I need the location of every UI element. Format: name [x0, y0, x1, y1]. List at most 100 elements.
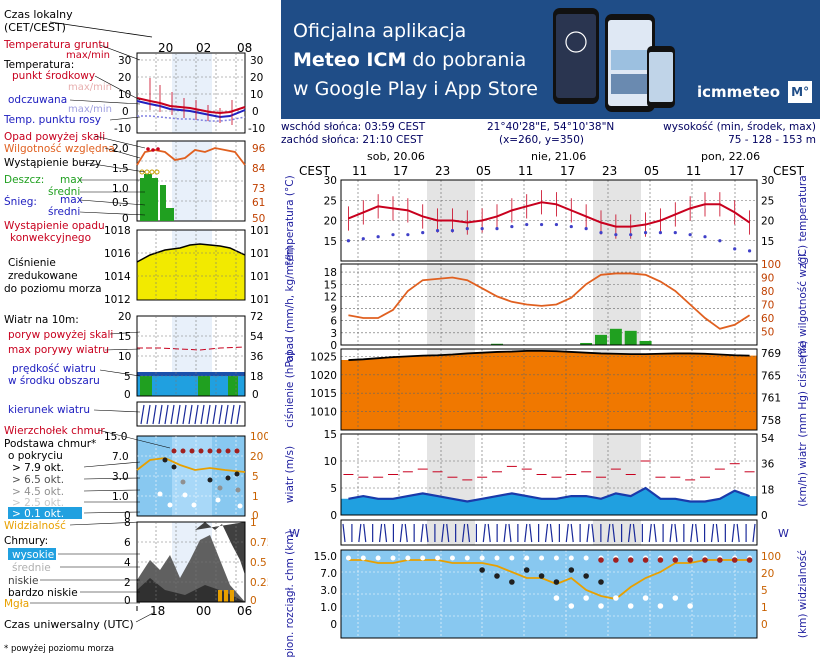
y-tick: 1010: [310, 407, 337, 419]
y-tick: 15.0: [314, 551, 337, 563]
cloud-dot-dark: [494, 573, 500, 579]
hour-label: 23: [435, 164, 450, 178]
cloud-dot-red: [746, 557, 753, 563]
press-tick-2: 1016: [104, 248, 131, 260]
legend-snow: Śnieg:: [4, 195, 37, 208]
precip-bar: [624, 330, 637, 345]
cloud-dot-white: [627, 603, 634, 609]
legend-snow-max: max: [60, 194, 83, 206]
y-tick: 1015: [310, 388, 337, 400]
legend-max-gust: max porywy wiatru: [8, 344, 109, 356]
dew-point: [584, 227, 588, 231]
legend-snow-mid: średni: [48, 206, 80, 218]
hour-label: 17: [393, 164, 408, 178]
elevation-label: wysokość (min, środek, max): [663, 121, 816, 133]
legend-rain: Deszcz:: [4, 174, 44, 186]
precip-bar: [609, 328, 622, 345]
y2-tick: 54: [761, 433, 775, 445]
wind-arrow: [508, 523, 512, 543]
cloud-dot-top: [509, 555, 515, 561]
wind-rtick-3: 36: [250, 351, 264, 363]
pressure-area: [341, 350, 757, 430]
wind-arrow: [363, 523, 367, 543]
y-tick: 80: [761, 286, 774, 298]
app-banner[interactable]: Oficjalna aplikacja Meteo ICM do pobrani…: [281, 0, 820, 119]
cloud-dot-dark: [479, 567, 485, 573]
legend-felt: odczuwana: [8, 94, 67, 106]
wind-arrow: [653, 523, 657, 543]
y2-tick: 1: [761, 602, 768, 614]
wind-arrow: [425, 523, 429, 543]
cloud-dot-top: [524, 555, 530, 561]
cl-rtick-3: 0.5: [250, 557, 267, 569]
wind-arrow: [358, 523, 362, 543]
tz-label-left: CEST: [299, 164, 331, 178]
wind-arrow: [752, 523, 756, 543]
cloud-dot-top: [420, 555, 426, 561]
dew-point: [643, 231, 648, 235]
cloud-dot-white: [613, 595, 619, 601]
dew-point: [688, 233, 692, 237]
visibility-line: [348, 559, 750, 600]
legend-cloud-top: Wierzchołek chmur: [4, 425, 105, 437]
legend-speed-2: w środku obszaru: [8, 375, 100, 387]
dew-point: [450, 229, 455, 233]
y-tick: 15: [761, 236, 774, 248]
axis-label: wiatr (m/s): [284, 446, 296, 503]
dew-point: [406, 233, 410, 237]
legend-occurrence-1: Wystąpienie opadu: [4, 220, 105, 232]
legend-cloud-base-panel: 15.0 7.0 3.0 1.0 0 100 20 5 1 0 Wierzcho…: [4, 425, 268, 532]
panel-border: [340, 179, 758, 262]
wind-arrow: [627, 523, 632, 543]
y2-tick: 758: [761, 415, 781, 427]
dew-point: [421, 231, 425, 235]
local-hour-2: 02: [196, 41, 211, 55]
y-tick: 0: [330, 510, 337, 522]
legend-gt45: > 4.5 okt.: [12, 486, 64, 498]
cloud-dot-top: [494, 555, 500, 561]
press-rtick-1: 1018: [250, 225, 268, 237]
wind-arrow: [446, 523, 450, 543]
legend-cloud-base-1: Podstawa chmur*: [4, 438, 96, 450]
temp-tick-20: 20: [118, 72, 131, 84]
precip-rtick-5: 50: [252, 213, 265, 225]
y-tick: 1025: [310, 351, 337, 363]
panel-border: [340, 433, 758, 516]
y-tick: 0: [330, 619, 337, 631]
wind-arrow: [399, 523, 403, 543]
wind-arrow: [586, 523, 590, 543]
wind-arrow: [378, 523, 383, 543]
wind-arrow: [342, 523, 346, 543]
cloud-grid: [341, 550, 757, 638]
axis-label: opad (mm/h, kg/m²/h): [284, 247, 296, 363]
cloud-dot-red: [672, 557, 679, 563]
legend-midpoint: punkt środkowy: [12, 70, 95, 82]
y2-tick: 5: [761, 585, 768, 597]
legend-clouds-low: niskie: [8, 575, 39, 587]
hour-label: 17: [729, 164, 744, 178]
press-tick-4: 1012: [104, 294, 131, 306]
axis-label: (km) widzialność: [797, 550, 809, 638]
banner-line-2: Meteo ICM do pobrania: [293, 49, 526, 71]
dew-point: [747, 249, 752, 253]
hour-label: 11: [686, 164, 701, 178]
legend-visibility: Widzialność: [4, 520, 66, 532]
cb-tick-2: 7.0: [112, 451, 129, 463]
temp-tick-r30: 30: [250, 55, 263, 67]
wind-arrow: [441, 523, 445, 543]
wind-arrow: [690, 523, 694, 543]
cloud-dot-dark: [598, 579, 604, 585]
hour-label: 11: [518, 164, 533, 178]
cloud-dot-red: [657, 557, 664, 563]
y-tick: 30: [324, 175, 337, 187]
tz-label-right: CEST: [773, 164, 805, 178]
y-tick: 5: [330, 483, 337, 495]
wind-arrow: [674, 523, 678, 543]
compass-right: W: [778, 527, 789, 540]
dew-point: [510, 224, 514, 229]
utc-hour-1: 18: [150, 604, 165, 618]
wind-tick-1: 20: [118, 311, 131, 323]
legend-wind-title: Wiatr na 10m:: [4, 314, 79, 326]
dew-point: [554, 222, 559, 227]
y-tick: 6: [330, 316, 337, 328]
